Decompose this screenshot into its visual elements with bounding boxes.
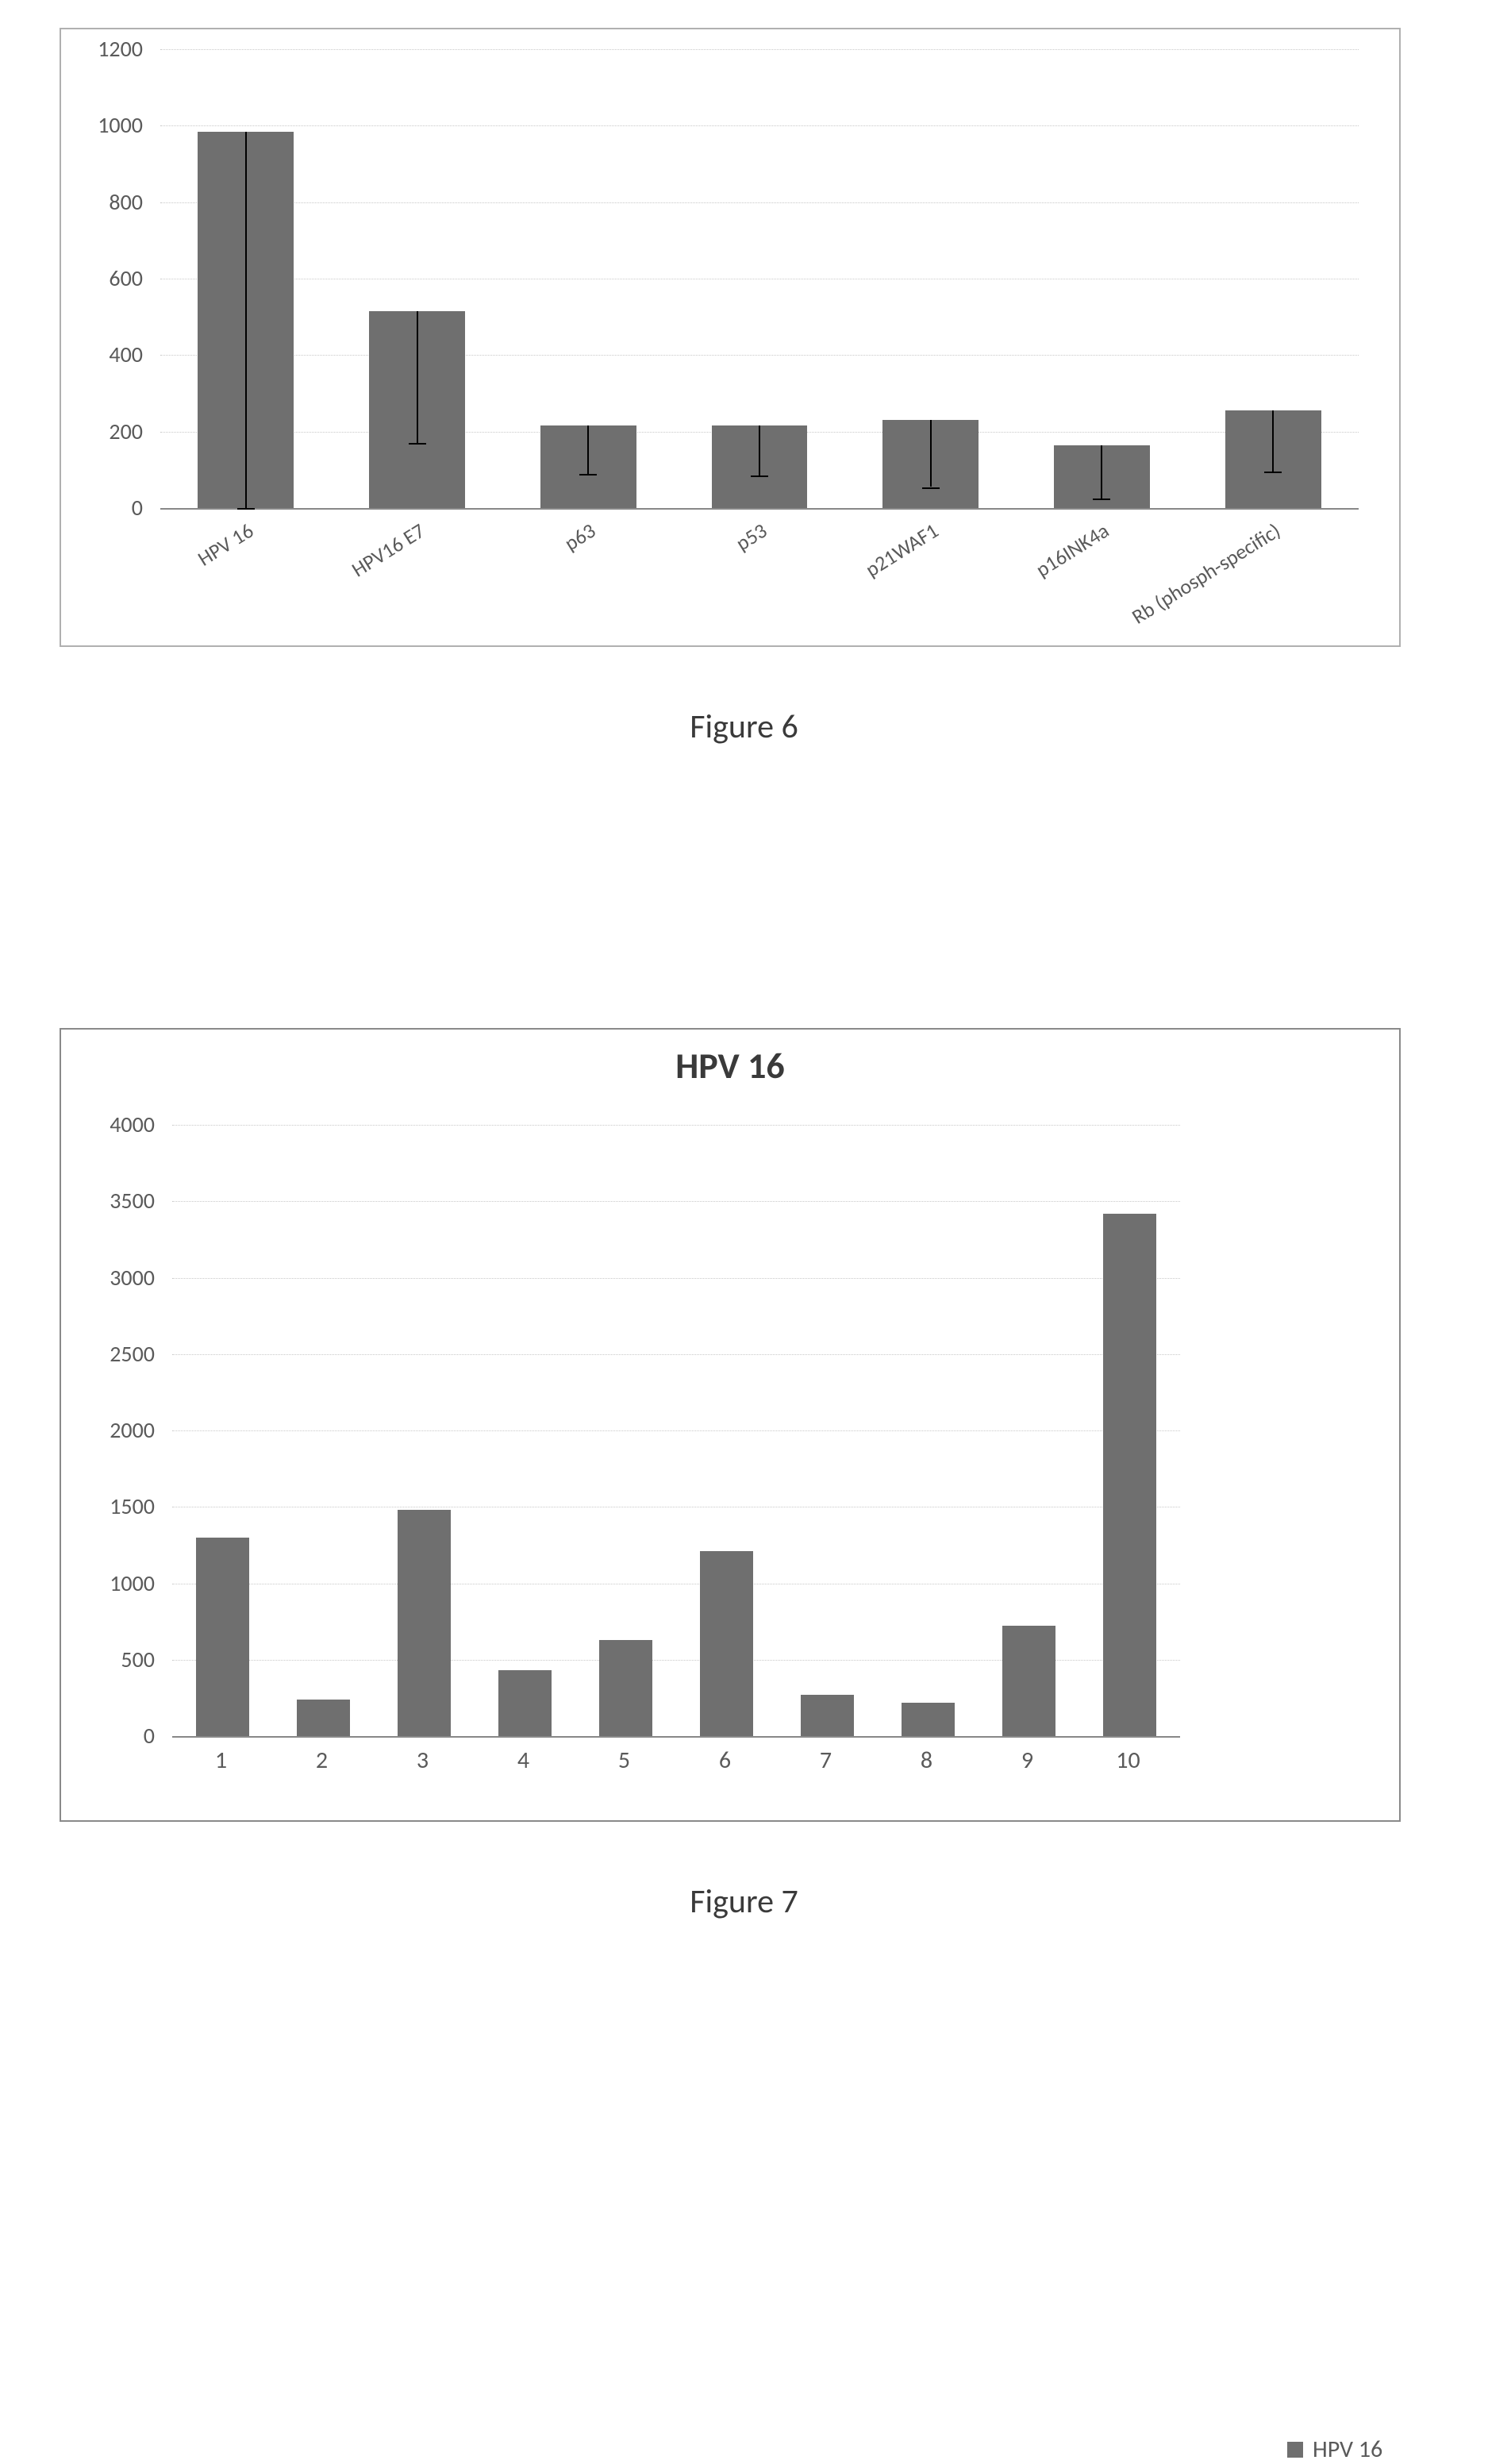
x-category-label: 2 bbox=[271, 1746, 372, 1775]
y-tick-label: 0 bbox=[8, 1722, 155, 1750]
figure-7-chart-frame: HPV 16 HPV 16 bbox=[60, 1028, 1401, 1822]
gridline bbox=[172, 1278, 1180, 1279]
bar bbox=[196, 1538, 248, 1736]
bar bbox=[700, 1551, 752, 1736]
figure-7-bar-chart bbox=[61, 1030, 1399, 1820]
y-tick-label: 1200 bbox=[8, 35, 143, 63]
x-category-label: 8 bbox=[876, 1746, 977, 1775]
error-bar-cap bbox=[579, 474, 597, 475]
error-bar bbox=[930, 420, 932, 487]
y-tick-label: 4000 bbox=[8, 1111, 155, 1138]
gridline bbox=[160, 202, 1359, 203]
bar bbox=[1002, 1626, 1055, 1736]
gridline bbox=[160, 125, 1359, 126]
figure-7-legend: HPV 16 bbox=[1287, 2435, 1382, 2464]
legend-swatch-icon bbox=[1287, 2442, 1303, 2458]
x-category-label: 10 bbox=[1078, 1746, 1178, 1775]
error-bar-cap bbox=[237, 508, 255, 510]
error-bar bbox=[1272, 410, 1274, 472]
x-category-label: 3 bbox=[372, 1746, 473, 1775]
error-bar bbox=[1101, 445, 1102, 499]
figure-7-plot-area bbox=[172, 1125, 1180, 1736]
figure-6-plot-area bbox=[160, 49, 1359, 508]
error-bar-cap bbox=[1093, 499, 1110, 500]
x-category-label: 7 bbox=[775, 1746, 876, 1775]
gridline bbox=[172, 1430, 1180, 1431]
gridline bbox=[172, 1201, 1180, 1202]
y-tick-label: 500 bbox=[8, 1646, 155, 1673]
y-tick-label: 600 bbox=[8, 264, 143, 292]
y-tick-label: 1500 bbox=[8, 1492, 155, 1520]
bar bbox=[297, 1700, 349, 1736]
y-tick-label: 200 bbox=[8, 418, 143, 445]
error-bar-cap bbox=[1264, 472, 1282, 473]
bar bbox=[801, 1695, 853, 1736]
error-bar bbox=[245, 132, 247, 508]
y-tick-label: 1000 bbox=[8, 1569, 155, 1597]
axis-baseline bbox=[160, 508, 1359, 510]
x-category-label: 9 bbox=[977, 1746, 1078, 1775]
x-category-label: 5 bbox=[574, 1746, 675, 1775]
figure-7-caption: Figure 7 bbox=[0, 1881, 1488, 1922]
bar bbox=[599, 1640, 652, 1736]
page: Figure 6 HPV 16 HPV 16 Figure 7 02004006… bbox=[0, 0, 1488, 2033]
legend-label: HPV 16 bbox=[1313, 2435, 1382, 2464]
error-bar bbox=[417, 311, 418, 443]
bar bbox=[498, 1670, 551, 1736]
error-bar-cap bbox=[751, 475, 768, 477]
gridline bbox=[160, 355, 1359, 356]
y-tick-label: 1000 bbox=[8, 111, 143, 139]
y-tick-label: 3500 bbox=[8, 1187, 155, 1215]
error-bar bbox=[587, 425, 589, 473]
gridline bbox=[160, 49, 1359, 50]
y-tick-label: 0 bbox=[8, 494, 143, 522]
y-tick-label: 2000 bbox=[8, 1416, 155, 1444]
gridline bbox=[172, 1125, 1180, 1126]
error-bar-cap bbox=[409, 443, 426, 445]
y-tick-label: 800 bbox=[8, 188, 143, 216]
x-category-label: 6 bbox=[675, 1746, 775, 1775]
y-tick-label: 400 bbox=[8, 341, 143, 368]
error-bar-cap bbox=[922, 487, 940, 489]
error-bar bbox=[759, 425, 760, 475]
gridline bbox=[172, 1354, 1180, 1355]
axis-baseline bbox=[172, 1736, 1180, 1738]
x-category-label: 1 bbox=[171, 1746, 271, 1775]
bar bbox=[1103, 1214, 1155, 1736]
figure-6-caption: Figure 6 bbox=[0, 706, 1488, 747]
y-tick-label: 2500 bbox=[8, 1340, 155, 1368]
y-tick-label: 3000 bbox=[8, 1264, 155, 1292]
x-category-label: 4 bbox=[473, 1746, 574, 1775]
bar bbox=[398, 1510, 450, 1736]
bar bbox=[902, 1703, 954, 1736]
